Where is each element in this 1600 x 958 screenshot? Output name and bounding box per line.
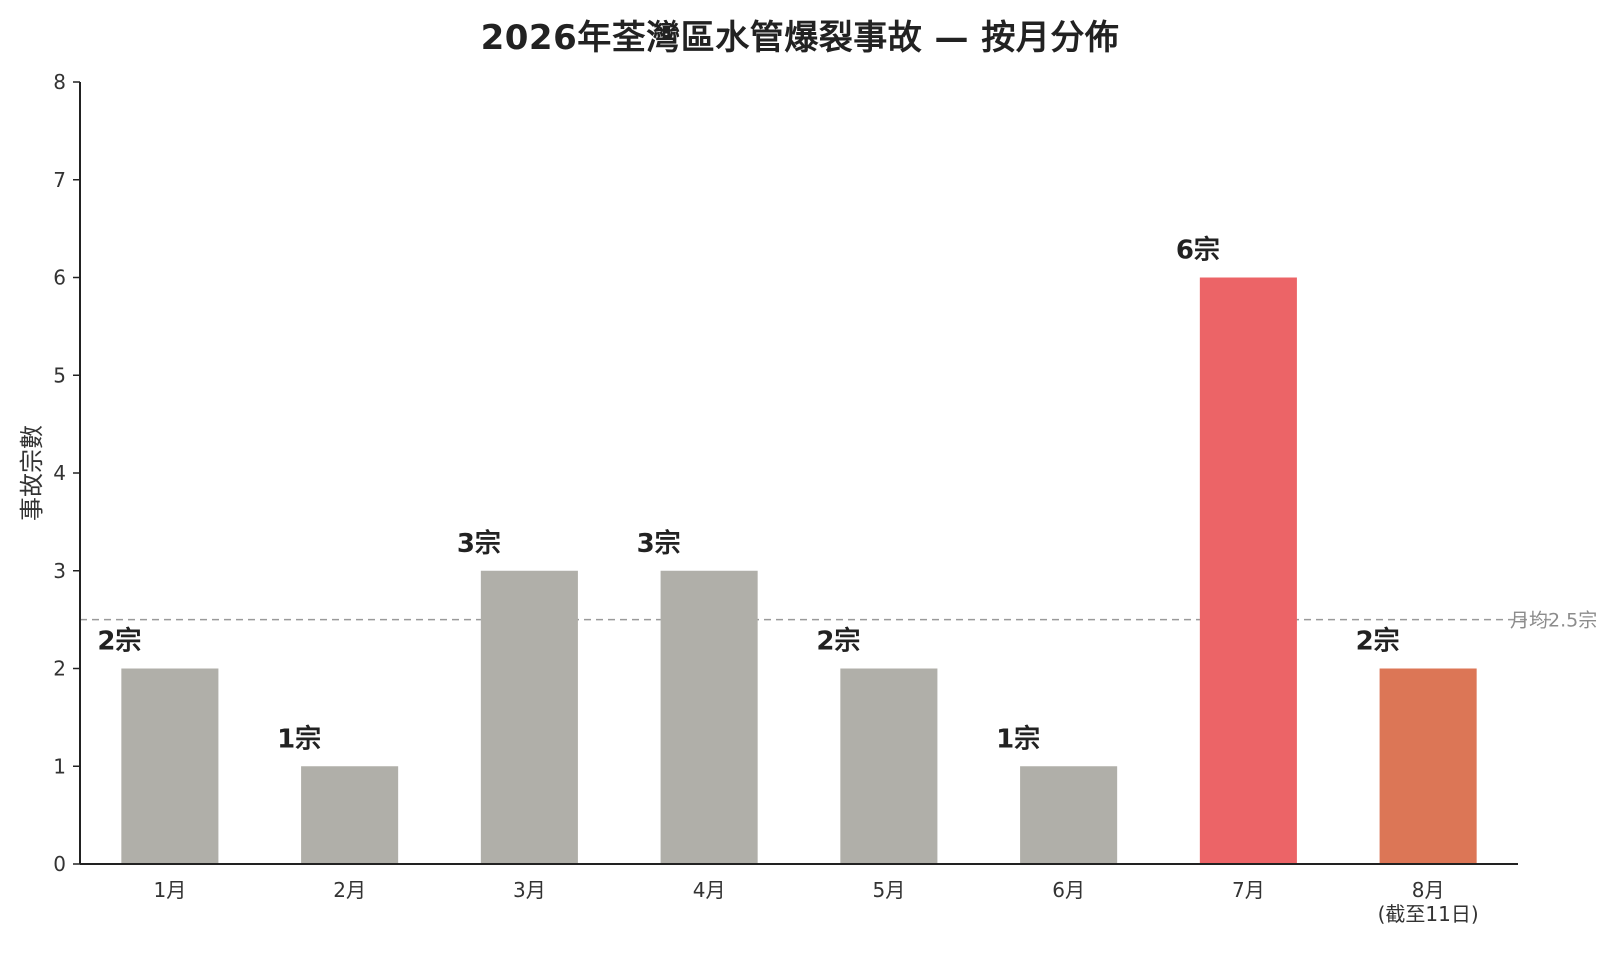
x-tick-label: 3月: [513, 878, 546, 902]
x-tick-label: 7月: [1232, 878, 1265, 902]
y-tick-label: 2: [53, 657, 66, 681]
y-tick-label: 0: [53, 852, 66, 876]
data-label: 2宗: [816, 626, 860, 657]
x-tick-label: 2月: [333, 878, 366, 902]
x-tick-label: 5月: [873, 878, 906, 902]
y-tick-label: 8: [53, 70, 66, 94]
y-tick-label: 1: [53, 754, 66, 778]
data-labels: 2宗 1宗 3宗 3宗 2宗 1宗 6宗 2宗: [97, 235, 1399, 755]
data-label: 6宗: [1176, 235, 1220, 266]
x-tick-label: 4月: [693, 878, 726, 902]
bar-3: [480, 570, 578, 864]
data-label: 2宗: [97, 626, 141, 657]
y-tick-label: 5: [53, 363, 66, 387]
bar-2: [301, 766, 399, 864]
data-label: 3宗: [457, 528, 501, 559]
y-axis-title: 事故宗數: [18, 425, 46, 521]
y-tick-label: 6: [53, 266, 66, 290]
x-tick-label: 6月: [1052, 878, 1085, 902]
y-tick-label: 7: [53, 168, 66, 192]
bar-1: [121, 668, 219, 864]
bar-7: [1199, 277, 1297, 864]
y-tick-label: 3: [53, 559, 66, 583]
bar-4: [660, 570, 758, 864]
bar-6: [1020, 766, 1118, 864]
bars: [121, 277, 1477, 864]
bar-5: [840, 668, 938, 864]
x-tick-label: 8月: [1412, 878, 1445, 902]
data-label: 2宗: [1356, 626, 1400, 657]
x-tick-sublabel: (截至11日): [1378, 902, 1479, 926]
x-axis-labels: 1月 2月 3月 4月 5月 6月 7月 8月(截至11日): [154, 878, 1479, 926]
data-label: 1宗: [277, 723, 321, 754]
data-label: 1宗: [996, 723, 1040, 754]
y-tick-label: 4: [53, 461, 66, 485]
chart-title: 2026年荃灣區水管爆裂事故 — 按月分佈: [480, 18, 1120, 58]
bar-8: [1379, 668, 1477, 864]
x-tick-label: 1月: [154, 878, 187, 902]
y-axis-ticks: 0 1 2 3 4 5 6 7 8: [53, 70, 80, 876]
reference-line-label: 月均2.5宗: [1510, 610, 1597, 632]
data-label: 3宗: [637, 528, 681, 559]
